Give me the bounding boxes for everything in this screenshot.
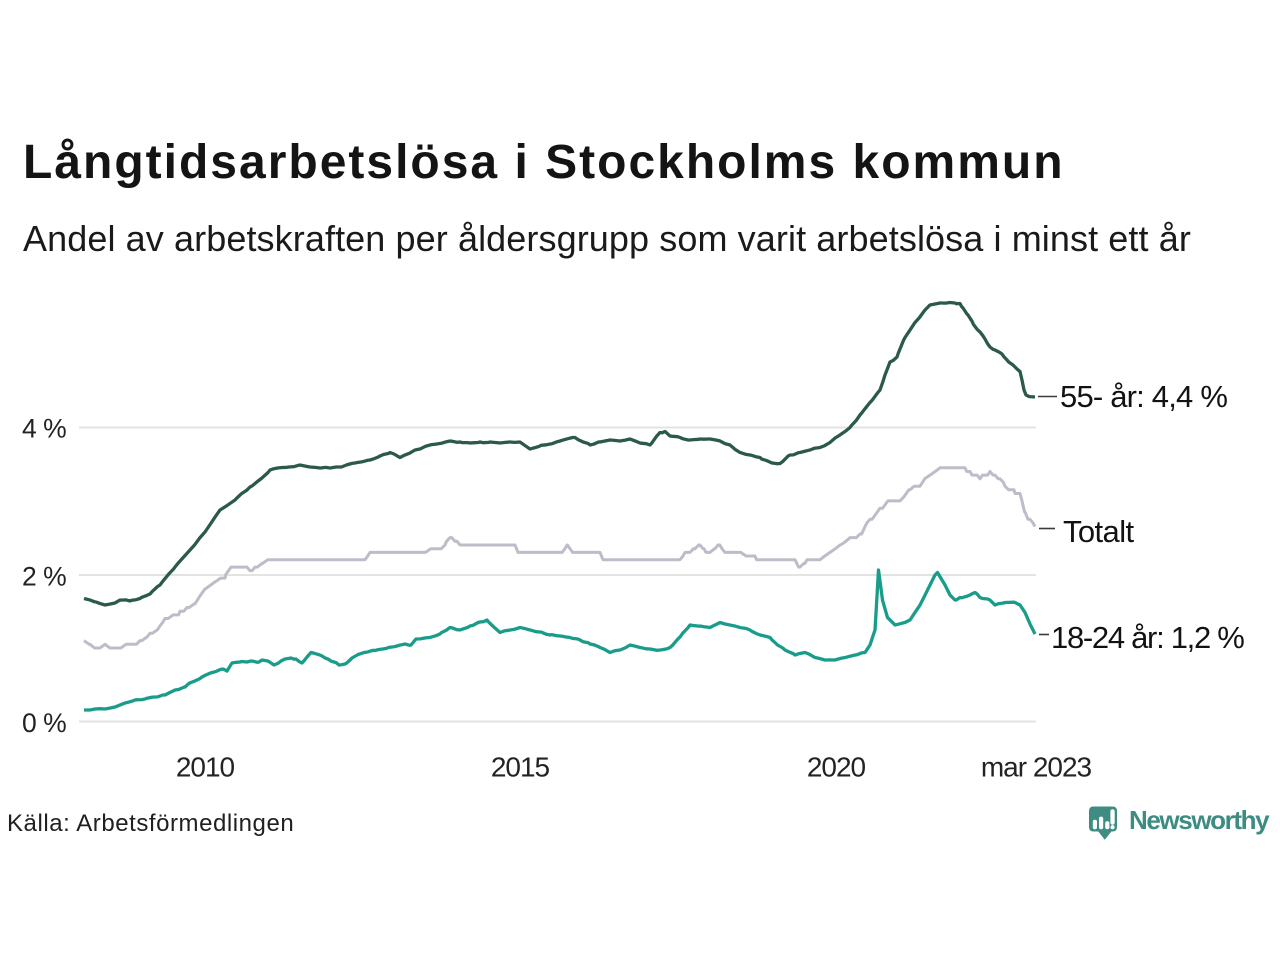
svg-text:4 %: 4 % (22, 414, 66, 444)
svg-text:2010: 2010 (176, 752, 235, 783)
svg-text:55- år: 4,4 %: 55- år: 4,4 % (1060, 379, 1227, 414)
svg-text:Källa: Arbetsförmedlingen: Källa: Arbetsförmedlingen (7, 810, 294, 837)
svg-text:Totalt: Totalt (1063, 514, 1134, 549)
svg-text:2020: 2020 (807, 752, 866, 783)
svg-text:Andel av arbetskraften per åld: Andel av arbetskraften per åldersgrupp s… (23, 218, 1191, 259)
svg-text:18-24 år: 1,2 %: 18-24 år: 1,2 % (1051, 620, 1244, 655)
svg-text:2 %: 2 % (22, 562, 66, 592)
svg-text:mar 2023: mar 2023 (981, 752, 1092, 783)
svg-text:2015: 2015 (491, 752, 550, 783)
svg-text:Långtidsarbetslösa i Stockholm: Långtidsarbetslösa i Stockholms kommun (23, 136, 1065, 189)
svg-text:Newsworthy: Newsworthy (1129, 805, 1270, 835)
svg-text:0 %: 0 % (22, 708, 66, 738)
